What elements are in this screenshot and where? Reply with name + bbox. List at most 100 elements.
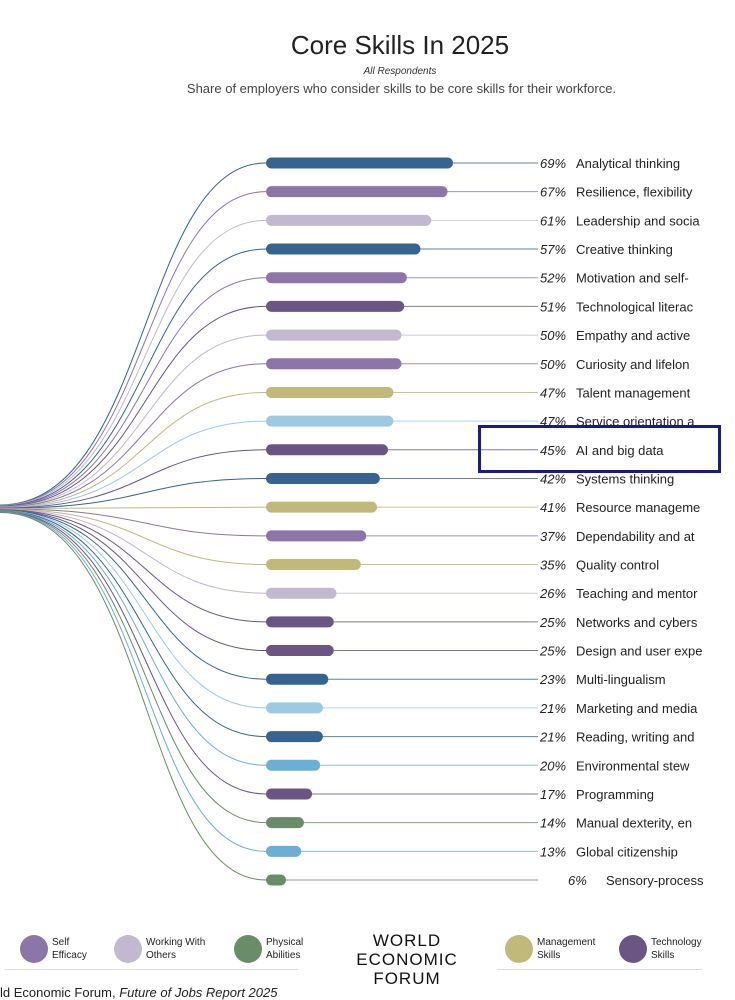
source-footer: ld Economic Forum, Future of Jobs Report… bbox=[0, 985, 278, 1000]
skill-bar bbox=[266, 386, 394, 398]
connector-curve bbox=[0, 449, 267, 509]
skill-percent: 37% bbox=[540, 529, 566, 544]
skill-percent: 20% bbox=[539, 758, 566, 773]
skill-bar bbox=[266, 645, 334, 657]
legend-swatch bbox=[114, 935, 142, 963]
wef-logo: WORLD ECONOMIC FORUM bbox=[356, 931, 458, 988]
skill-percent: 45% bbox=[540, 443, 566, 458]
legend-left: Self Efficacy Working With Others Physic… bbox=[20, 935, 330, 963]
connector-curve bbox=[0, 162, 267, 506]
skill-percent: 26% bbox=[539, 586, 566, 601]
chart-title: Core Skills In 2025 bbox=[290, 30, 510, 60]
legend-right: Management Skills Technology Skills bbox=[505, 935, 725, 963]
highlight-box bbox=[478, 425, 721, 473]
legend-swatch bbox=[20, 935, 48, 963]
skill-label: Dependability and at bbox=[576, 529, 695, 544]
skill-bar bbox=[266, 444, 388, 456]
connector-curve bbox=[0, 509, 267, 652]
skill-percent: 6% bbox=[568, 873, 587, 888]
connector-curve bbox=[0, 509, 267, 623]
connector-curve bbox=[0, 248, 267, 507]
skill-label: Leadership and socia bbox=[576, 213, 700, 228]
skill-label: Creative thinking bbox=[576, 242, 673, 257]
skill-label: AI and big data bbox=[576, 443, 664, 458]
skill-percent: 69% bbox=[540, 156, 566, 171]
connector-curve bbox=[0, 511, 267, 852]
skill-percent: 57% bbox=[540, 242, 566, 257]
legend-swatch bbox=[619, 935, 647, 963]
skill-label: Reading, writing and bbox=[576, 730, 695, 745]
skill-bar bbox=[266, 300, 405, 312]
connector-curve bbox=[0, 420, 267, 509]
skill-label: Systems thinking bbox=[576, 471, 674, 486]
skill-bar bbox=[266, 157, 453, 169]
skill-bar bbox=[266, 673, 329, 685]
connector-curve bbox=[0, 391, 267, 508]
skill-label: Environmental stew bbox=[576, 758, 690, 773]
legend-item-self-efficacy: Self Efficacy bbox=[20, 935, 100, 963]
skill-percent: 13% bbox=[540, 844, 566, 859]
connector-curve bbox=[0, 191, 267, 506]
skill-percent: 41% bbox=[540, 500, 566, 515]
connector-curve bbox=[0, 509, 267, 680]
connector-curve bbox=[0, 508, 267, 537]
connector-curve bbox=[0, 510, 267, 766]
connector-curve bbox=[0, 510, 267, 709]
skill-percent: 35% bbox=[540, 558, 566, 573]
skill-label: Design and user expe bbox=[576, 644, 702, 659]
skill-bar bbox=[266, 759, 321, 771]
skill-label: Technological literac bbox=[576, 299, 694, 314]
skill-percent: 25% bbox=[539, 644, 566, 659]
connector-curve bbox=[0, 511, 267, 824]
connector-curve bbox=[0, 510, 267, 738]
skill-percent: 51% bbox=[540, 299, 566, 314]
legend-item-physical-abilities: Physical Abilities bbox=[234, 935, 316, 963]
skill-percent: 21% bbox=[539, 730, 566, 745]
skill-bar bbox=[266, 501, 378, 513]
legend-item-technology-skills: Technology Skills bbox=[619, 935, 711, 963]
connector-curve bbox=[0, 305, 267, 507]
skill-percent: 17% bbox=[540, 787, 566, 802]
legend-divider bbox=[497, 969, 702, 970]
skill-label: Empathy and active bbox=[576, 328, 690, 343]
skill-label: Multi-lingualism bbox=[576, 672, 666, 687]
skill-label: Talent management bbox=[576, 385, 691, 400]
skill-bar bbox=[266, 530, 367, 542]
skill-label: Global citizenship bbox=[576, 844, 678, 859]
skill-bar bbox=[266, 731, 323, 743]
skill-percent: 50% bbox=[540, 357, 566, 372]
skill-percent: 50% bbox=[540, 328, 566, 343]
skill-bar bbox=[266, 243, 421, 255]
connector-curve bbox=[0, 506, 267, 510]
connector-curve bbox=[0, 508, 267, 566]
skill-percent: 42% bbox=[540, 471, 566, 486]
skill-bar bbox=[266, 472, 380, 484]
connector-curve bbox=[0, 334, 267, 508]
chart-subtitle: All Respondents bbox=[363, 66, 437, 77]
skill-percent: 21% bbox=[539, 701, 566, 716]
connector-curve bbox=[0, 477, 267, 509]
chart-description: Share of employers who consider skills t… bbox=[186, 81, 617, 96]
skill-bar bbox=[266, 214, 432, 226]
skill-bar bbox=[266, 415, 394, 427]
skill-bar bbox=[266, 358, 402, 370]
skill-bar bbox=[266, 788, 313, 800]
skill-label: Networks and cybers bbox=[576, 615, 698, 630]
skill-percent: 67% bbox=[540, 185, 566, 200]
skill-label: Sensory-processing al bbox=[606, 873, 735, 888]
skill-percent: 61% bbox=[540, 213, 566, 228]
legend-item-working-with-others: Working With Others bbox=[114, 935, 220, 963]
connector-curve bbox=[0, 277, 267, 507]
connector-curve bbox=[0, 509, 267, 594]
skill-percent: 47% bbox=[540, 385, 566, 400]
skill-bar bbox=[266, 874, 286, 886]
skill-bar bbox=[266, 587, 337, 599]
skill-bar bbox=[266, 845, 302, 857]
skill-percent: 14% bbox=[540, 816, 566, 831]
skill-bar bbox=[266, 817, 304, 829]
skill-label: Curiosity and lifelon bbox=[576, 357, 689, 372]
skill-label: Analytical thinking bbox=[576, 156, 680, 171]
legend-divider bbox=[4, 969, 298, 970]
skill-label: Marketing and media bbox=[576, 701, 698, 716]
skill-label: Manual dexterity, en bbox=[576, 816, 692, 831]
